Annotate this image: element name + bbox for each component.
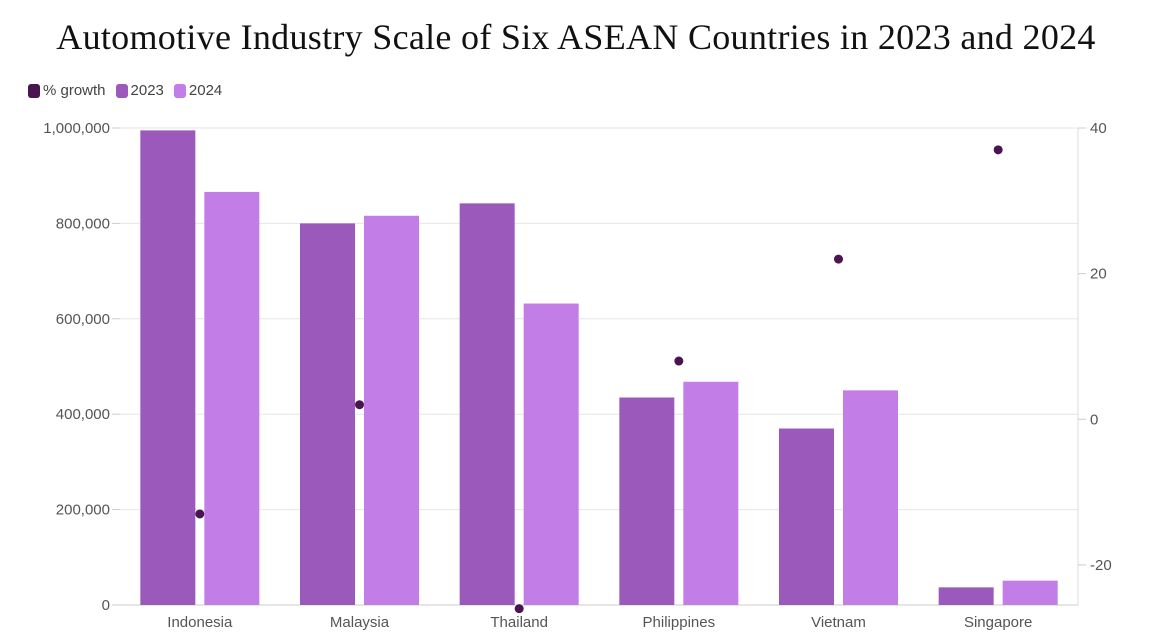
y-left-tick-label: 0 — [102, 597, 110, 614]
bar-2024 — [204, 191, 260, 605]
y-right-tick-label: 40 — [1090, 120, 1107, 137]
bar-2024 — [683, 381, 739, 605]
legend-item-2024: 2024 — [173, 82, 223, 99]
bar-2023 — [459, 203, 515, 605]
growth-point — [834, 254, 843, 264]
legend-swatch-2024 — [173, 83, 186, 98]
x-tick-label: Vietnam — [811, 614, 866, 631]
growth-point — [195, 509, 205, 519]
y-right-tick-label: 20 — [1090, 266, 1107, 283]
bar-2023 — [938, 587, 994, 605]
bar-2024 — [364, 215, 419, 605]
legend-label-growth: % growth — [43, 82, 106, 99]
y-left-tick-label: 600,000 — [56, 311, 110, 328]
x-tick-label: Singapore — [964, 614, 1032, 631]
y-left-tick-label: 800,000 — [56, 215, 110, 232]
legend-item-2023: 2023 — [115, 82, 164, 99]
growth-point — [514, 604, 524, 614]
legend-swatch-2023 — [115, 83, 128, 98]
y-left-tick-label: 200,000 — [56, 502, 110, 519]
x-tick-label: Malaysia — [330, 614, 390, 631]
legend-label-2024: 2024 — [188, 82, 223, 99]
y-left-tick-label: 1,000,000 — [43, 120, 110, 137]
x-tick-label: Thailand — [490, 614, 548, 631]
y-left-tick-label: 400,000 — [56, 406, 110, 423]
bar-2023 — [619, 397, 675, 605]
growth-point — [993, 145, 1003, 155]
y-right-tick-label: 0 — [1090, 411, 1098, 428]
bar-2024 — [843, 390, 898, 605]
growth-point — [355, 400, 364, 410]
x-tick-label: Philippines — [643, 614, 716, 631]
bar-2023 — [779, 428, 834, 605]
bar-2023 — [140, 130, 196, 605]
chart-title: Automotive Industry Scale of Six ASEAN C… — [56, 17, 1096, 57]
growth-point — [674, 356, 684, 366]
legend-label-2023: 2023 — [130, 82, 164, 99]
bar-2024 — [523, 303, 579, 605]
bar-2023 — [300, 223, 355, 605]
legend: % growth 2023 2024 — [28, 82, 222, 99]
y-right-tick-label: -20 — [1090, 557, 1112, 574]
bar-2024 — [1002, 580, 1058, 605]
legend-item-growth: % growth — [28, 82, 106, 99]
legend-swatch-growth — [28, 83, 40, 98]
x-tick-label: Indonesia — [167, 614, 233, 631]
